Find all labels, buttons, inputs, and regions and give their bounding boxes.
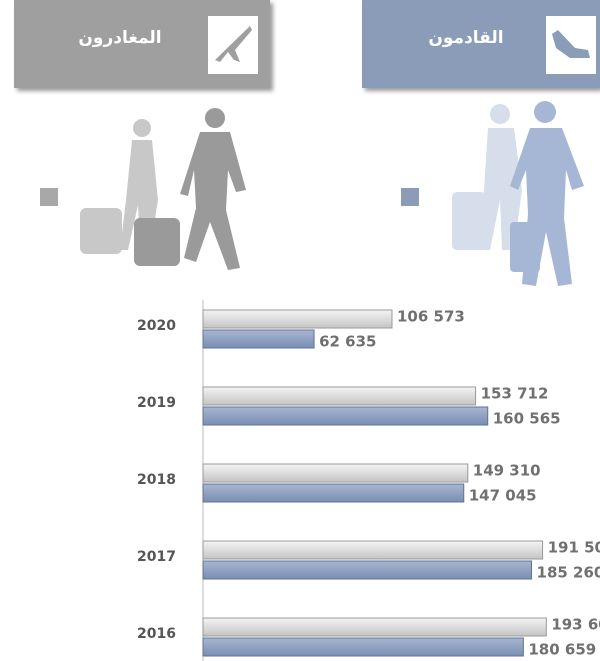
value-label: 191 500 xyxy=(548,539,600,557)
legend-swatch xyxy=(401,188,419,206)
bar xyxy=(202,309,393,329)
bar xyxy=(202,329,315,349)
plane-shape xyxy=(552,30,590,58)
y-tick-label: 2020 xyxy=(137,318,176,334)
bar xyxy=(202,617,547,637)
value-label: 106 573 xyxy=(397,308,465,326)
bar xyxy=(202,386,477,406)
value-label: 62 635 xyxy=(319,333,376,351)
arrivals-silhouette xyxy=(510,101,584,286)
value-label: 153 712 xyxy=(481,385,549,403)
departures-title: المغادرون xyxy=(78,28,161,48)
bar xyxy=(202,637,524,657)
value-label: 193 600 xyxy=(551,616,600,634)
bar xyxy=(202,463,469,483)
arrivals-title: القادمون xyxy=(428,28,503,48)
value-label: 160 565 xyxy=(493,410,561,428)
arrivals-silhouette xyxy=(452,104,522,250)
value-label: 149 310 xyxy=(473,462,541,480)
value-label: 147 045 xyxy=(469,487,537,505)
bar xyxy=(202,483,465,503)
bar xyxy=(202,540,544,560)
y-tick-label: 2017 xyxy=(137,549,176,565)
value-label: 180 659 xyxy=(528,641,596,659)
departures-silhouette xyxy=(134,108,246,270)
y-tick-label: 2018 xyxy=(137,472,176,488)
y-tick-label: 2016 xyxy=(137,626,176,642)
plane-shape xyxy=(215,26,252,62)
value-label: 185 260 xyxy=(537,564,600,582)
bar xyxy=(202,560,533,580)
legend-swatch xyxy=(40,188,58,206)
y-tick-label: 2019 xyxy=(137,395,176,411)
bar xyxy=(202,406,489,426)
